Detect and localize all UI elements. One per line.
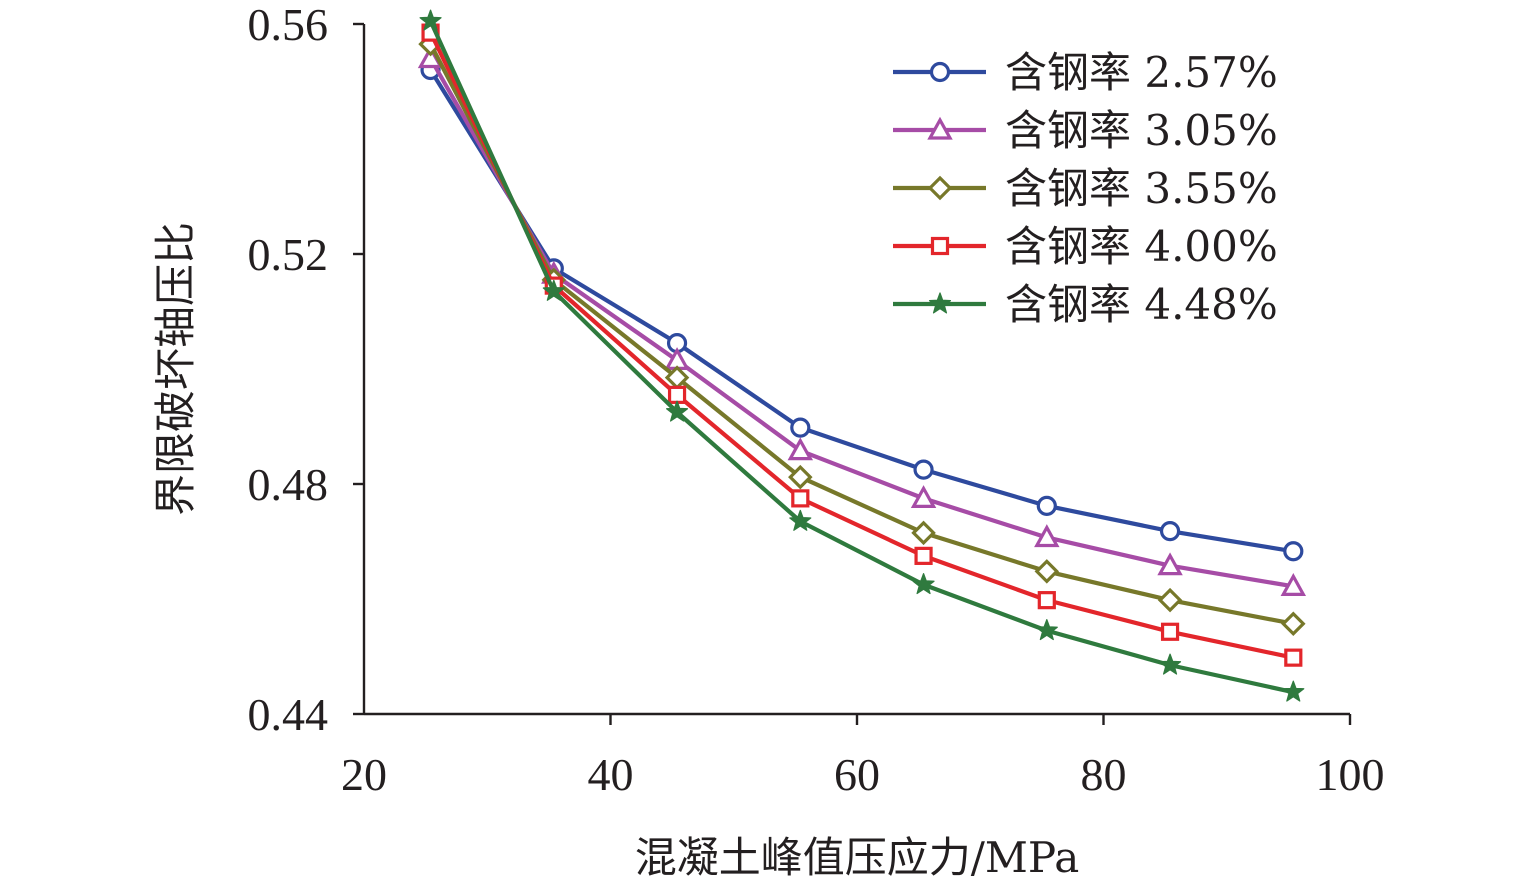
data-point-circle <box>913 459 934 480</box>
legend-label: 含钢率 4.00% <box>1005 222 1278 271</box>
y-tick-label: 0.52 <box>248 229 329 280</box>
data-point-square <box>914 546 933 565</box>
x-tick-label: 40 <box>588 749 634 800</box>
series-line <box>428 56 1296 589</box>
legend-item: 含钢率 2.57% <box>893 48 1278 97</box>
data-point-triangle <box>1280 573 1307 596</box>
data-point-circle <box>790 417 811 438</box>
data-point-square <box>1284 648 1303 667</box>
data-point-star <box>1158 653 1182 675</box>
data-point-star <box>1282 680 1305 702</box>
legend-label: 含钢率 3.05% <box>1005 106 1278 155</box>
data-point-triangle <box>1157 552 1183 576</box>
legend: 含钢率 2.57% 含钢率 3.05% 含钢率 3.55% 含钢率 4.00% 含钢率 … <box>893 48 1278 329</box>
data-point-circle <box>1283 541 1304 562</box>
y-axis-title: 界限破坏轴压比 <box>151 222 200 516</box>
y-tick-label: 0.48 <box>248 459 329 510</box>
legend-item: 含钢率 4.48% <box>893 280 1278 329</box>
series-line <box>428 30 1296 660</box>
series-5 <box>419 9 1305 702</box>
x-tick-label: 20 <box>341 749 387 800</box>
legend-marker-circle <box>929 61 951 83</box>
y-tick-label: 0.56 <box>248 0 329 50</box>
data-point-diamond <box>911 520 936 546</box>
legend-item: 含钢率 3.55% <box>893 164 1278 213</box>
data-point-diamond <box>788 464 813 490</box>
x-tick-label: 80 <box>1081 749 1127 800</box>
data-point-star <box>1035 619 1058 641</box>
legend-item: 含钢率 3.05% <box>893 106 1278 155</box>
series-line <box>428 67 1296 554</box>
series-2 <box>417 45 1307 596</box>
data-point-diamond <box>1034 559 1060 584</box>
data-point-square <box>667 385 687 404</box>
data-point-star <box>419 9 442 31</box>
data-point-circle <box>1036 495 1057 516</box>
legend-item: 含钢率 4.00% <box>893 222 1278 271</box>
data-point-square <box>1037 591 1056 610</box>
data-point-square <box>791 489 810 508</box>
y-tick-label: 0.44 <box>248 689 329 740</box>
data-point-circle <box>1159 521 1181 542</box>
legend-marker-triangle <box>927 116 953 140</box>
series-layer <box>417 9 1307 702</box>
legend-marker-square <box>930 236 950 256</box>
data-point-diamond <box>1281 611 1306 636</box>
legend-marker-diamond <box>927 175 953 201</box>
series-line <box>428 42 1296 626</box>
data-point-square <box>1160 622 1180 641</box>
data-point-diamond <box>1157 587 1183 613</box>
data-point-triangle <box>787 437 814 461</box>
data-point-star <box>542 279 565 301</box>
data-point-triangle <box>910 485 937 508</box>
data-point-star <box>912 573 935 595</box>
x-tick-label: 60 <box>834 749 880 800</box>
x-axis-title: 混凝土峰值压应力/MPa <box>635 833 1080 882</box>
data-point-triangle <box>1034 524 1060 548</box>
legend-marker-star <box>928 292 952 314</box>
series-line <box>428 19 1296 695</box>
legend-label: 含钢率 2.57% <box>1005 48 1278 97</box>
legend-label: 含钢率 3.55% <box>1005 164 1278 213</box>
data-point-star <box>789 509 812 531</box>
legend-label: 含钢率 4.48% <box>1005 280 1278 329</box>
data-point-star <box>665 400 689 422</box>
x-tick-label: 100 <box>1316 749 1385 800</box>
ticks: 20 40 60 80 100 0.44 0.48 0.52 0.56 <box>248 0 1385 800</box>
